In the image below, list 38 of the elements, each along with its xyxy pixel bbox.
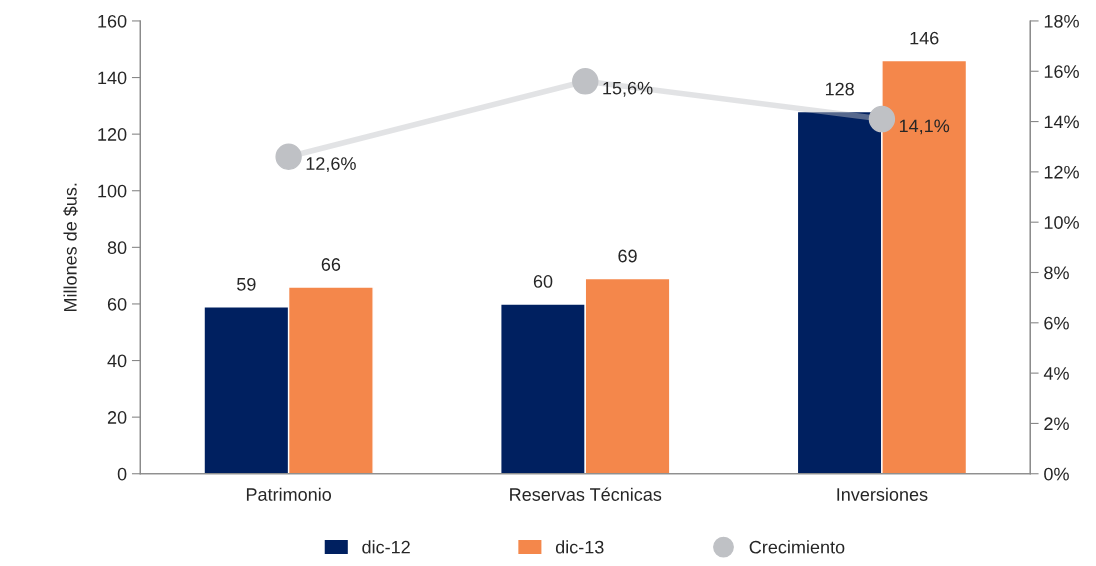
x-tick-label: Patrimonio: [246, 487, 332, 501]
y2-tick-label: 8%: [1044, 266, 1069, 280]
y-tick-label: 40: [107, 354, 127, 368]
y2-tick-label: 2%: [1044, 417, 1069, 431]
y2-tick-label: 12%: [1044, 165, 1079, 179]
point: [868, 105, 896, 133]
y2-tick-label: 16%: [1044, 65, 1079, 78]
y2-tick-label: 14%: [1044, 115, 1079, 129]
legend-label: Crecimiento: [749, 540, 845, 554]
data-label: 66: [321, 258, 341, 271]
data-label: 59: [237, 277, 256, 291]
point: [275, 143, 302, 170]
y-tick-label: 0: [117, 467, 127, 481]
point: [572, 68, 599, 95]
y-tick-label: 60: [107, 297, 127, 311]
legend-label: dic-12: [362, 540, 410, 554]
y-tick-label: 160: [98, 14, 127, 28]
y2-tick-label: 10%: [1044, 216, 1079, 229]
y-tick-label: 100: [98, 184, 127, 198]
data-label: 14,1%: [899, 119, 950, 135]
y-axis-title: Millones de $us.: [63, 183, 78, 312]
data-label: 15,6%: [603, 81, 653, 97]
x-tick-label: Inversiones: [837, 487, 928, 501]
x-tick-label: Reservas Técnicas: [510, 487, 662, 501]
y-tick-label: 120: [98, 128, 127, 141]
y2-tick-label: 6%: [1044, 316, 1069, 330]
data-label: 128: [825, 82, 854, 96]
data-label: 60: [533, 275, 553, 288]
legend-label: dic-13: [555, 540, 604, 554]
data-label: 12,6%: [306, 157, 356, 173]
y-tick-label: 20: [107, 411, 127, 424]
y-tick-label: 140: [98, 71, 127, 85]
y2-tick-label: 0%: [1044, 467, 1069, 481]
data-label: 69: [618, 249, 637, 263]
y-tick-label: 80: [107, 241, 127, 255]
y2-tick-label: 18%: [1044, 14, 1079, 28]
data-label: 146: [910, 31, 939, 45]
y2-tick-label: 4%: [1043, 367, 1069, 380]
